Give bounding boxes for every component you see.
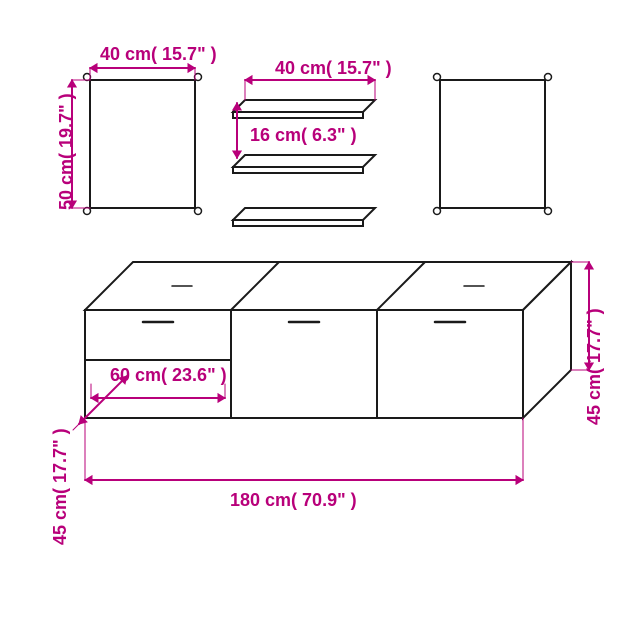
label-panel-height: 50 cm( 19.7" ) (56, 93, 77, 210)
label-drawer-width: 60 cm( 23.6" ) (110, 365, 227, 386)
label-cabinet-height: 45 cm( 17.7" ) (584, 308, 605, 425)
diagram-stage: 40 cm( 15.7" ) 50 cm( 19.7" ) 40 cm( 15.… (0, 0, 620, 620)
label-panel-width: 40 cm( 15.7" ) (100, 44, 217, 65)
label-cabinet-width: 180 cm( 70.9" ) (230, 490, 357, 511)
label-shelf-height: 16 cm( 6.3" ) (250, 125, 357, 146)
label-cabinet-depth: 45 cm( 17.7" ) (50, 428, 71, 545)
furniture-diagram-svg (0, 0, 620, 620)
label-shelf-width: 40 cm( 15.7" ) (275, 58, 392, 79)
